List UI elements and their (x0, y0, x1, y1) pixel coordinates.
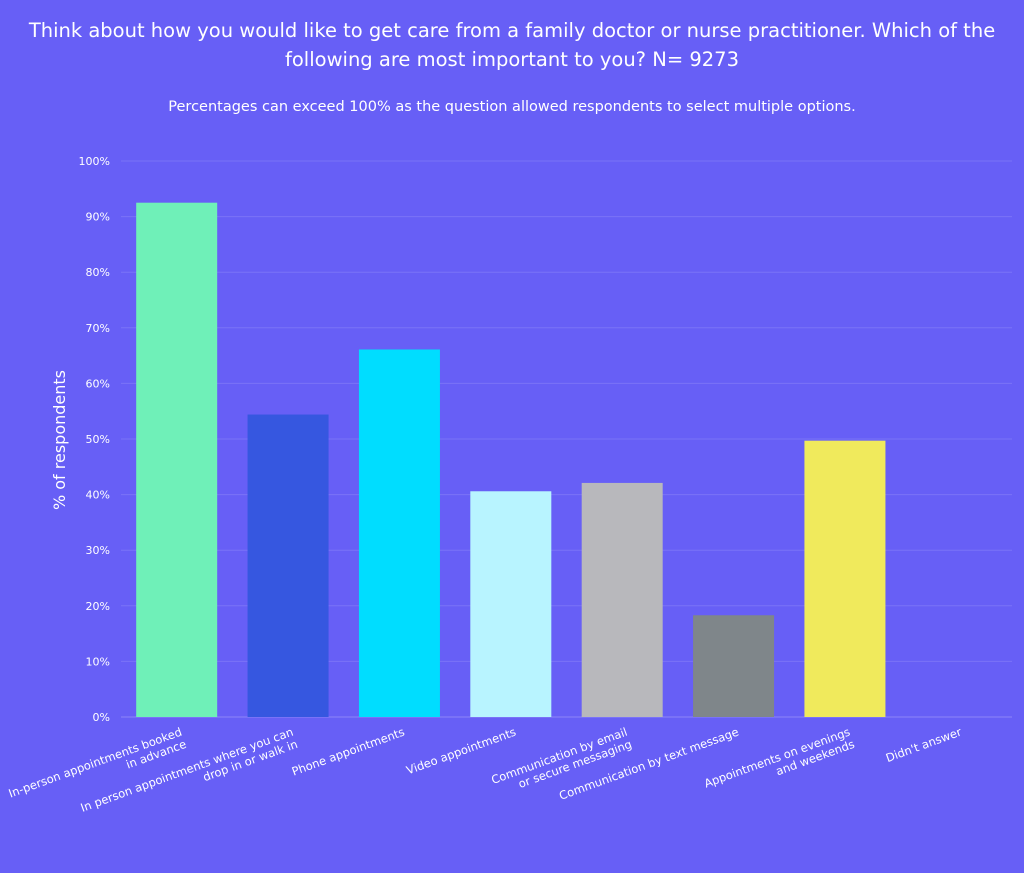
bar (358, 349, 440, 717)
y-tick-label: 40% (86, 489, 110, 502)
y-tick-label: 80% (86, 266, 110, 279)
y-tick-label: 10% (86, 655, 110, 668)
x-tick-label-line: In person appointments where you can (79, 725, 295, 815)
y-tick-label: 100% (79, 155, 110, 168)
bar (470, 491, 552, 717)
y-tick-label: 50% (86, 433, 110, 446)
bar (693, 615, 775, 717)
bar (136, 202, 218, 717)
x-tick-label-line: Phone appointments (290, 725, 407, 779)
bar (581, 482, 663, 717)
bar (247, 414, 329, 717)
y-tick-label: 20% (86, 600, 110, 613)
chart-title: Think about how you would like to get ca… (28, 19, 996, 71)
y-tick-label: 70% (86, 322, 110, 335)
bar (804, 440, 886, 717)
y-axis-title: % of respondents (50, 370, 69, 510)
y-tick-label: 0% (93, 711, 110, 724)
x-tick-label: In person appointments where you candrop… (79, 725, 300, 827)
y-tick-label: 60% (86, 377, 110, 390)
y-tick-label: 30% (86, 544, 110, 557)
x-tick-label: Phone appointments (290, 725, 407, 779)
x-tick-label-line: Didn't answer (884, 725, 964, 765)
y-tick-label: 90% (86, 211, 110, 224)
chart-subtitle: Percentages can exceed 100% as the quest… (168, 99, 856, 115)
bars (136, 202, 886, 717)
x-tick-label: Didn't answer (884, 725, 964, 765)
x-tick-label-line: In-person appointments booked (7, 725, 184, 801)
